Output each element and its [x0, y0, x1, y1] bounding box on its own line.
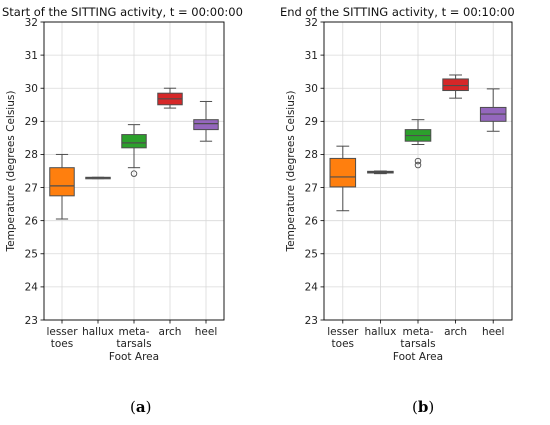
box-3 — [442, 74, 469, 99]
y-tick-label: 24 — [305, 282, 319, 294]
x-tick-label: lesser — [327, 326, 359, 338]
x-tick-label: meta- — [402, 326, 433, 338]
box-iqr — [329, 157, 357, 188]
y-tick-label: 32 — [25, 17, 38, 29]
y-tick-label: 27 — [25, 182, 38, 194]
x-tick-label: tarsals — [400, 338, 435, 350]
box-1 — [367, 170, 394, 175]
y-axis-label: Temperature (degrees Celsius) — [285, 91, 297, 253]
y-tick-label: 29 — [305, 116, 318, 128]
y-tick-label: 29 — [25, 116, 38, 128]
x-tick-label: meta- — [118, 326, 149, 338]
y-tick-label: 24 — [25, 282, 39, 294]
box-4 — [193, 100, 219, 142]
box-iqr — [193, 119, 219, 131]
y-tick-label: 30 — [305, 83, 318, 95]
y-tick-label: 23 — [25, 315, 38, 327]
x-tick-label: tarsals — [116, 338, 151, 350]
box-iqr — [121, 134, 147, 149]
outlier-point — [414, 161, 422, 169]
y-axis-label: Temperature (degrees Celsius) — [5, 91, 17, 253]
y-tick-label: 25 — [25, 249, 38, 261]
x-tick-label: arch — [159, 326, 182, 338]
y-tick-label: 25 — [305, 249, 318, 261]
y-tick-label: 26 — [305, 215, 319, 227]
y-tick-label: 23 — [305, 315, 318, 327]
y-tick-label: 27 — [305, 182, 318, 194]
y-tick-label: 31 — [25, 50, 38, 62]
chart-title: Start of the SITTING activity, t = 00:00… — [2, 5, 243, 19]
x-tick-label: arch — [444, 326, 467, 338]
y-tick-label: 26 — [25, 215, 39, 227]
box-iqr — [442, 78, 469, 92]
x-tick-label: heel — [195, 326, 218, 338]
y-tick-label: 28 — [305, 149, 318, 161]
x-tick-label: hallux — [82, 326, 114, 338]
y-tick-label: 28 — [25, 149, 38, 161]
box-iqr — [49, 167, 75, 197]
box-0 — [49, 153, 75, 220]
x-tick-label: toes — [332, 338, 354, 350]
box-4 — [479, 88, 507, 132]
x-axis-label: Foot Area — [109, 351, 159, 363]
y-tick-label: 31 — [305, 50, 318, 62]
x-tick-label: hallux — [365, 326, 397, 338]
x-axis-label: Foot Area — [393, 351, 443, 363]
x-tick-label: toes — [51, 338, 73, 350]
y-tick-label: 30 — [25, 83, 38, 95]
box-3 — [157, 87, 183, 109]
chart-title: End of the SITTING activity, t = 00:10:0… — [280, 5, 515, 19]
outlier-point — [414, 157, 422, 165]
y-tick-label: 32 — [305, 17, 318, 29]
panel-label-b: (b) — [412, 398, 435, 416]
panel-label-a: (a) — [130, 398, 152, 416]
x-tick-label: heel — [482, 326, 505, 338]
box-1 — [85, 176, 111, 180]
box-0 — [329, 145, 357, 212]
box-2 — [121, 124, 147, 177]
outlier-point — [130, 170, 138, 177]
box-2 — [404, 119, 432, 169]
x-tick-label: lesser — [46, 326, 78, 338]
